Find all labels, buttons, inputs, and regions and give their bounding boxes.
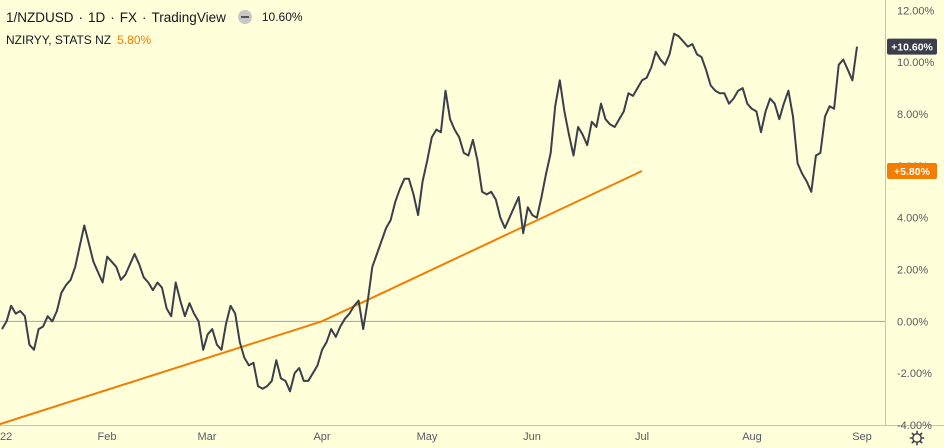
series-line-nziryy[interactable] — [0, 170, 643, 426]
time-axis[interactable]: 22 Feb Mar Apr May Jun Jul Aug Sep — [0, 431, 872, 443]
y-tick-label: 2.00% — [897, 265, 928, 277]
x-tick-label: May — [417, 431, 438, 443]
eye-icon[interactable] — [237, 10, 252, 24]
y-tick-label: 8.00% — [897, 109, 928, 121]
series-line-1-nzdusd[interactable] — [1, 32, 858, 393]
x-tick-label: Sep — [852, 431, 872, 443]
price-tags: +10.60% +5.80% — [887, 38, 937, 180]
price-tag-main: +10.60% — [891, 42, 933, 54]
x-tick-label: Jun — [523, 431, 541, 443]
y-tick-label: -2.00% — [897, 368, 932, 380]
price-tag-main-bg — [887, 38, 937, 55]
x-tick-label: Jul — [635, 431, 649, 443]
x-tick-label: Feb — [98, 431, 117, 443]
y-tick-label: 12.00% — [897, 5, 935, 17]
x-tick-label: Apr — [313, 431, 330, 443]
y-tick-label: 4.00% — [897, 213, 928, 225]
price-tag-series2: +5.80% — [894, 166, 931, 178]
y-tick-label: -4.00% — [897, 420, 932, 432]
price-tag-series2-bg — [887, 163, 937, 180]
x-tick-label: Mar — [198, 431, 217, 443]
x-tick-label: Aug — [742, 431, 762, 443]
x-tick-label: 22 — [0, 431, 12, 443]
gear-icon[interactable] — [909, 430, 925, 446]
plot-area[interactable] — [0, 32, 885, 426]
y-tick-label: 0.00% — [897, 316, 928, 328]
y-tick-label: 10.00% — [897, 57, 935, 69]
